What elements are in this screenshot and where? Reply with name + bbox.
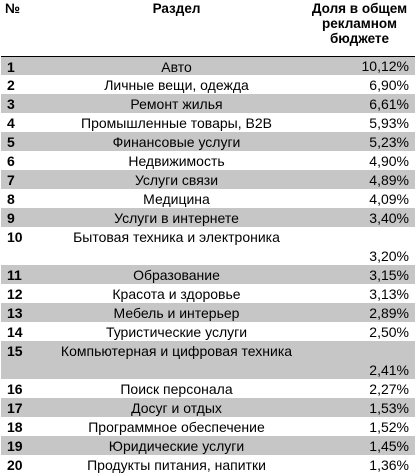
row-share: 2,89% (369, 305, 409, 321)
table-row: 14 Туристические услуги 2,50% (1, 322, 415, 341)
table-row: 6 Недвижимость 4,90% (1, 151, 415, 170)
row-share: 5,23% (369, 134, 409, 150)
table-row: 2 Личные вещи, одежда 6,90% (1, 75, 415, 94)
row-name: Авто (161, 58, 192, 75)
table-row: 12 Красота и здоровье 3,13% (1, 284, 415, 303)
header-name: Раздел (152, 1, 201, 16)
row-share: 1,36% (369, 457, 409, 473)
row-share: 4,89% (369, 172, 409, 188)
table-row: 11 Образование 3,15% (1, 265, 415, 284)
row-num: 5 (7, 134, 15, 150)
row-num: 11 (7, 267, 22, 283)
row-num: 20 (7, 457, 23, 473)
row-name: Бытовая техника и электроника (73, 229, 280, 245)
row-name: Недвижимость (128, 153, 225, 169)
row-name: Финансовые услуги (112, 134, 241, 150)
row-share: 1,45% (369, 438, 409, 454)
table-row: 3 Ремонт жилья 6,61% (1, 94, 415, 113)
table-row: 7 Услуги связи 4,89% (1, 170, 415, 189)
table-row: 20 Продукты питания, напитки 1,36% (1, 455, 415, 474)
row-name: Услуги связи (134, 172, 219, 188)
row-share: 4,90% (369, 153, 409, 169)
row-share: 6,90% (369, 77, 409, 93)
row-name: Досуг и отдых (131, 400, 222, 416)
row-num: 10 (7, 229, 23, 245)
row-num: 1 (7, 58, 15, 75)
row-share: 3,40% (369, 210, 409, 226)
table-row: 4 Промышленные товары, B2B 5,93% (1, 113, 415, 132)
table-row: 8 Медицина 4,09% (1, 189, 415, 208)
row-num: 3 (7, 96, 15, 112)
row-share: 1,52% (369, 419, 409, 435)
row-num: 19 (7, 438, 23, 454)
row-num: 12 (7, 286, 23, 302)
row-num: 14 (7, 324, 23, 340)
table-row: 18 Программное обеспечение 1,52% (1, 417, 415, 436)
row-num: 8 (7, 191, 15, 207)
row-num: 9 (7, 210, 15, 226)
header-row: № Раздел Доля в общем рекламном бюджете (1, 0, 415, 56)
row-share: 10,12% (361, 58, 409, 74)
table-row: 1 Авто 10,12% (1, 56, 415, 75)
row-share: 4,09% (369, 191, 409, 207)
row-name: Продукты питания, напитки (87, 457, 266, 473)
row-name: Программное обеспечение (88, 419, 265, 435)
row-num: 6 (7, 153, 15, 169)
row-share: 6,61% (369, 96, 409, 112)
row-share: 5,93% (369, 115, 409, 131)
row-share: 2,27% (369, 381, 409, 397)
table-row: 15 Компьютерная и цифровая техника 2,41% (1, 341, 415, 379)
row-name: Туристические услуги (105, 324, 248, 340)
row-num: 18 (7, 419, 23, 435)
row-share: 3,20% (369, 248, 409, 264)
row-num: 4 (7, 115, 15, 131)
header-num: № (5, 1, 21, 16)
row-name: Поиск персонала (120, 381, 233, 397)
row-num: 16 (7, 381, 23, 397)
row-name: Ремонт жилья (130, 96, 223, 112)
row-name: Юридические услуги (108, 438, 245, 454)
table-row: 13 Мебель и интерьер 2,89% (1, 303, 415, 322)
row-name: Компьютерная и цифровая техника (60, 343, 293, 359)
row-name: Медицина (143, 191, 210, 207)
row-share: 3,15% (369, 267, 409, 283)
row-share: 2,50% (369, 324, 409, 340)
row-num: 7 (7, 172, 15, 188)
row-share: 3,13% (369, 286, 409, 302)
table-row: 17 Досуг и отдых 1,53% (1, 398, 415, 417)
table-body: 1 Авто 10,12% 2 Личные вещи, одежда 6,90% 3 Рем… (1, 56, 415, 474)
row-name: Мебель и интерьер (113, 305, 240, 321)
table-row: 16 Поиск персонала 2,27% (1, 379, 415, 398)
row-name: Личные вещи, одежда (104, 77, 249, 93)
table-row: 10 Бытовая техника и электроника 3,20% (1, 227, 415, 265)
row-num: 17 (7, 400, 23, 416)
row-share: 2,41% (369, 362, 409, 378)
row-num: 15 (7, 343, 23, 359)
table-row: 9 Услуги в интернете 3,40% (1, 208, 415, 227)
row-share: 1,53% (369, 400, 409, 416)
table-row: 5 Финансовые услуги 5,23% (1, 132, 415, 151)
row-num: 2 (7, 77, 15, 93)
row-num: 13 (7, 305, 23, 321)
table-row: 19 Юридические услуги 1,45% (1, 436, 415, 455)
row-name: Промышленные товары, B2B (81, 115, 272, 131)
header-share: Доля в общем рекламном бюджете (311, 1, 408, 46)
row-name: Услуги в интернете (114, 210, 239, 226)
row-name: Красота и здоровье (112, 286, 241, 302)
row-name: Образование (133, 267, 220, 283)
